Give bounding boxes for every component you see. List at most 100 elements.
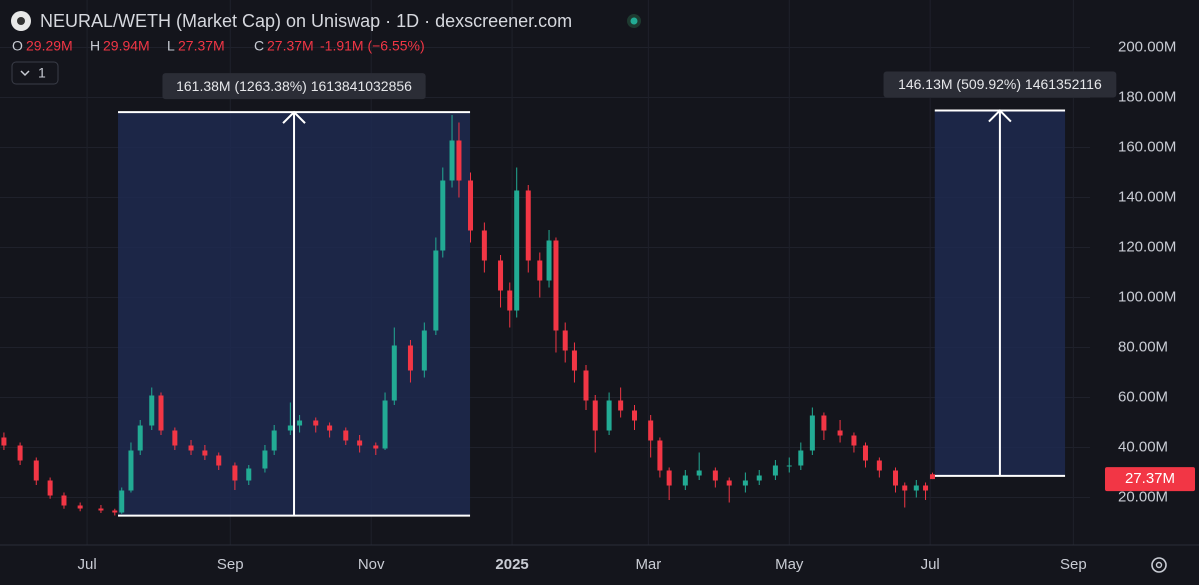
arrow-head [988, 109, 1012, 123]
candle-body [271, 430, 277, 451]
candle-body [481, 230, 487, 261]
ohlc-legend: O 29.29M H 29.94M L 27.37M C 27.37M [12, 38, 314, 54]
measure-label-bg [883, 71, 1117, 98]
candle-body [696, 470, 702, 476]
candle-body [327, 425, 333, 431]
y-tick-label: 200.00M [1118, 38, 1176, 55]
gear-inner[interactable] [1155, 561, 1163, 569]
candle-body [61, 495, 67, 506]
candle-body [571, 350, 577, 371]
candle-body [525, 190, 531, 261]
candle-body [798, 450, 804, 466]
x-tick-label: Jul [921, 556, 940, 573]
candle-body [821, 415, 827, 431]
candle-body [456, 140, 462, 181]
candle-body [449, 140, 455, 181]
y-tick-label: 180.00M [1118, 88, 1176, 105]
candle-body [433, 250, 439, 331]
change: -1.91M (−6.55%) [320, 38, 425, 54]
candle-body [606, 400, 612, 431]
candle-body [77, 505, 83, 509]
x-tick-label: May [775, 556, 804, 573]
interval-button[interactable] [11, 61, 59, 85]
last-price-label: 27.37M [1125, 470, 1175, 487]
x-tick-label: Sep [217, 556, 244, 573]
candle-body [772, 465, 778, 476]
candle-body [216, 455, 222, 466]
token-icon-center [17, 17, 25, 25]
interval[interactable]: 1 [38, 65, 46, 81]
candle-body [648, 420, 654, 441]
candle-body [172, 430, 178, 446]
candle-body [537, 260, 543, 281]
x-tick-label: Sep [1060, 556, 1087, 573]
candle-body [421, 330, 427, 371]
candle-body [862, 445, 868, 461]
x-tick-label: Mar [635, 556, 661, 573]
candle-body [712, 470, 718, 481]
candle-body [313, 420, 319, 426]
measure-label: 146.13M (509.92%) 1461352116 [898, 76, 1102, 92]
candle-body [17, 445, 23, 461]
candle-body [893, 470, 899, 486]
candle-body [128, 450, 134, 491]
y-tick-label: 60.00M [1118, 388, 1168, 405]
candle-body [929, 474, 935, 480]
candle-body [756, 475, 762, 481]
candle-body [498, 260, 504, 291]
ohlc-value: 27.37M [178, 38, 225, 54]
candle-body [33, 460, 39, 481]
candle-body [726, 480, 732, 486]
candle-body [546, 240, 552, 281]
candle-body [343, 430, 349, 441]
candle-body [632, 410, 638, 421]
settings-icon[interactable] [1151, 557, 1167, 573]
candle-body [809, 415, 815, 451]
candle-body [407, 345, 413, 371]
candle-body [876, 460, 882, 471]
candle-body [262, 450, 268, 469]
candle-body [440, 180, 446, 251]
ohlc-value: 27.37M [267, 38, 314, 54]
measure-label-bg [162, 73, 426, 100]
candle-body [246, 468, 252, 481]
gear-outer[interactable] [1151, 557, 1167, 573]
candle-body [553, 240, 559, 331]
measures: 161.38M (1263.38%) 1613841032856 146.13M … [118, 71, 1117, 517]
candle-body [592, 400, 598, 431]
candle-body [373, 445, 379, 449]
y-tick-label: 120.00M [1118, 238, 1176, 255]
candle-body [742, 480, 748, 486]
candle-body [232, 465, 238, 481]
y-tick-label: 160.00M [1118, 138, 1176, 155]
arrow-head [282, 110, 306, 124]
candle-body [112, 510, 118, 513]
status-dot [630, 17, 638, 25]
candle-body [923, 485, 929, 491]
candle-body [562, 330, 568, 351]
x-tick-label: 2025 [495, 556, 528, 573]
candle-body [119, 490, 125, 513]
ohlc-key: L [167, 38, 175, 54]
candle-body [98, 508, 104, 511]
candle-body [188, 445, 194, 451]
candle-body [1, 437, 7, 446]
y-tick-label: 80.00M [1118, 338, 1168, 355]
candle-body [913, 485, 919, 491]
candles [1, 115, 935, 516]
ohlc-value: 29.29M [26, 38, 73, 54]
candle-body [666, 470, 672, 486]
y-tick-label: 20.00M [1118, 488, 1168, 505]
candle-body [287, 425, 293, 431]
measure-label: 161.38M (1263.38%) 1613841032856 [176, 78, 412, 94]
candle-body [468, 180, 474, 231]
labels: 20.00M 40.00M 60.00M 80.00M 100.00M 120.00M 14… [77, 38, 1195, 573]
candle-body [657, 440, 663, 471]
candle-body [297, 420, 303, 426]
ohlc-value: 29.94M [103, 38, 150, 54]
ohlc-key: C [254, 38, 264, 54]
candle-body [149, 395, 155, 426]
y-tick-label: 40.00M [1118, 438, 1168, 455]
y-tick-label: 140.00M [1118, 188, 1176, 205]
